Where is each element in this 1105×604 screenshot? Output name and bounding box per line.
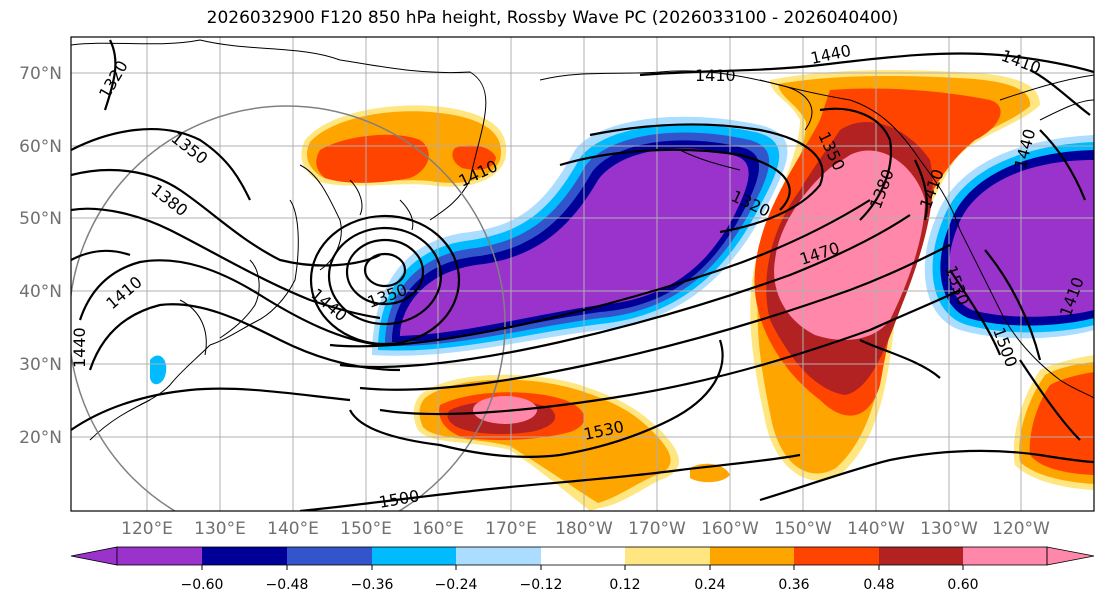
map-frame <box>70 36 1095 512</box>
colorbar-segment <box>794 547 879 565</box>
lon-label: 140°W <box>847 519 905 539</box>
lon-label: 120°E <box>121 519 173 539</box>
lat-label: 20°N <box>19 428 62 448</box>
latitude-labels: 70°N 60°N 50°N 40°N 30°N 20°N <box>19 64 62 448</box>
lat-label: 30°N <box>19 355 62 375</box>
positive-anomaly-subtropical <box>413 374 730 511</box>
height-contours <box>71 39 1094 511</box>
lat-label: 50°N <box>19 209 62 229</box>
lat-label: 40°N <box>19 282 62 302</box>
colorbar-segment <box>202 547 287 565</box>
negative-anomaly-namerica <box>924 135 1094 339</box>
colorbar-tick-label: 0.36 <box>778 577 809 593</box>
contour-label: 1410 <box>695 66 736 85</box>
positive-anomaly-southeast <box>1013 355 1094 490</box>
colorbar-segment <box>625 547 710 565</box>
colorbar-tick-label: 0.12 <box>609 577 640 593</box>
colorbar-extend-min <box>70 546 118 566</box>
colorbar-tick-label: −0.12 <box>520 577 563 593</box>
map-title: 2026032900 F120 850 hPa height, Rossby W… <box>206 8 899 28</box>
lat-label: 70°N <box>19 64 62 84</box>
lon-label: 180°W <box>555 519 613 539</box>
lon-label: 150°W <box>774 519 832 539</box>
lon-label: 170°W <box>628 519 686 539</box>
reference-circle <box>71 105 506 511</box>
lon-label: 160°E <box>412 519 464 539</box>
colorbar-tick-label: −0.36 <box>351 577 394 593</box>
map-gridlines <box>71 37 1094 511</box>
lon-label: 150°E <box>340 519 392 539</box>
colorbar-segment <box>456 547 541 565</box>
colorbar-tick-label: −0.60 <box>181 577 224 593</box>
lon-label: 130°W <box>920 519 978 539</box>
longitude-labels: 120°E 130°E 140°E 150°E 160°E 170°E 180°… <box>121 519 1050 539</box>
colorbar-extend-max <box>1046 546 1095 566</box>
lon-label: 120°W <box>992 519 1050 539</box>
colorbar-tick-label: 0.24 <box>694 577 725 593</box>
lon-label: 160°W <box>701 519 759 539</box>
colorbar-segment <box>541 547 625 565</box>
contour-label: 1440 <box>70 327 89 368</box>
colorbar-segment <box>963 547 1047 565</box>
lon-label: 170°E <box>485 519 537 539</box>
colorbar-segment <box>879 547 963 565</box>
colorbar-tick-label: 0.60 <box>947 577 978 593</box>
colorbar-tick-label: −0.48 <box>266 577 309 593</box>
colorbar-tick-label: −0.24 <box>435 577 478 593</box>
colorbar-segment <box>372 547 456 565</box>
lon-label: 130°E <box>194 519 246 539</box>
colorbar-segment <box>710 547 794 565</box>
lon-label: 140°E <box>267 519 319 539</box>
colorbar-segment <box>287 547 372 565</box>
lat-label: 60°N <box>19 137 62 157</box>
colorbar: −0.60 −0.48 −0.36 −0.24 −0.12 0.12 0.24 … <box>70 546 1095 593</box>
colorbar-segment <box>117 547 202 565</box>
colorbar-tick-label: 0.48 <box>863 577 894 593</box>
